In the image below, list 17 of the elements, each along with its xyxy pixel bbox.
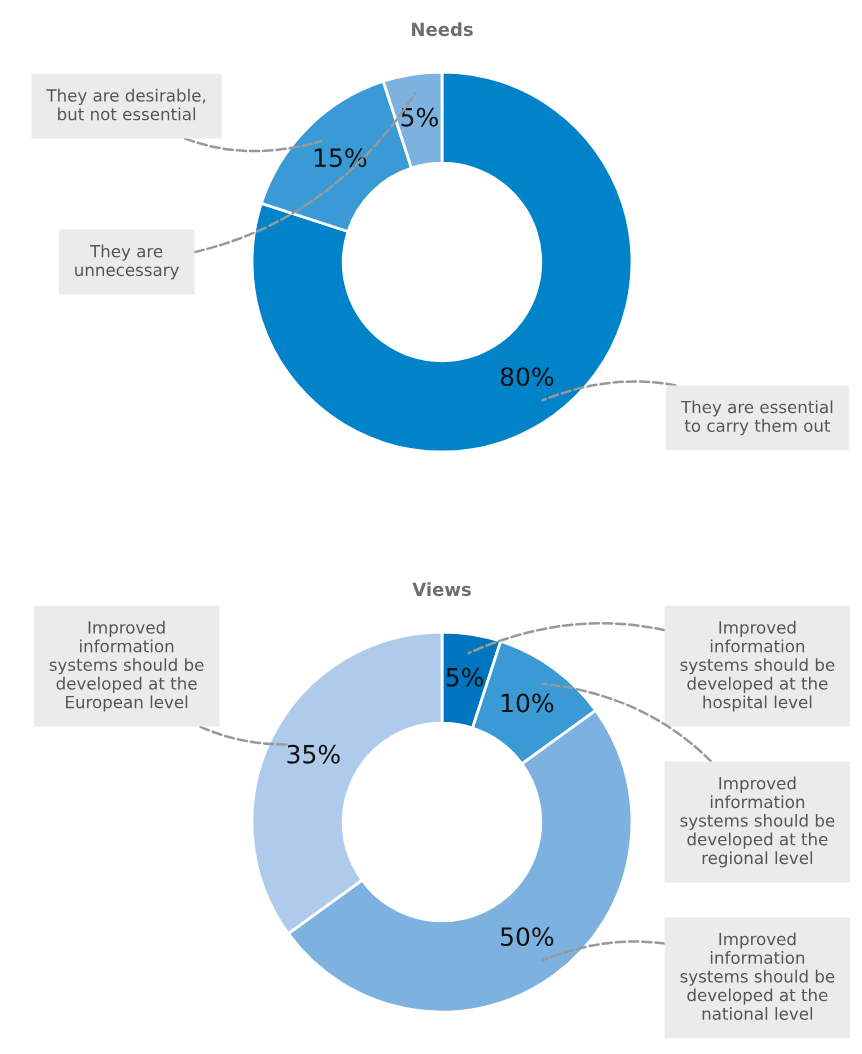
data-label: 10% bbox=[501, 693, 554, 713]
data-label: 80% bbox=[500, 367, 554, 387]
data-label: 5% bbox=[446, 667, 484, 687]
data-label: 35% bbox=[287, 744, 340, 764]
slice-label: They are desirable, but not essential bbox=[46, 88, 206, 121]
slice-label: Improved information systems should be developed at the national level bbox=[680, 932, 835, 1020]
data-label: 15% bbox=[314, 148, 367, 168]
chart-title: Needs bbox=[412, 22, 473, 37]
slice-label: They are unnecessary bbox=[75, 244, 179, 280]
slice-label: Improved information systems should be developed at the European level bbox=[49, 620, 204, 712]
data-label: 5% bbox=[401, 107, 438, 127]
slice-label: Improved information systems should be developed at the hospital level bbox=[680, 620, 835, 712]
slice-label: They are essential to carry them out bbox=[680, 400, 833, 436]
data-label: 50% bbox=[501, 927, 554, 947]
slice-label: Improved information systems should be developed at the regional level bbox=[680, 776, 835, 868]
donut-slice bbox=[250, 70, 634, 454]
chart-title: Views bbox=[412, 582, 471, 597]
